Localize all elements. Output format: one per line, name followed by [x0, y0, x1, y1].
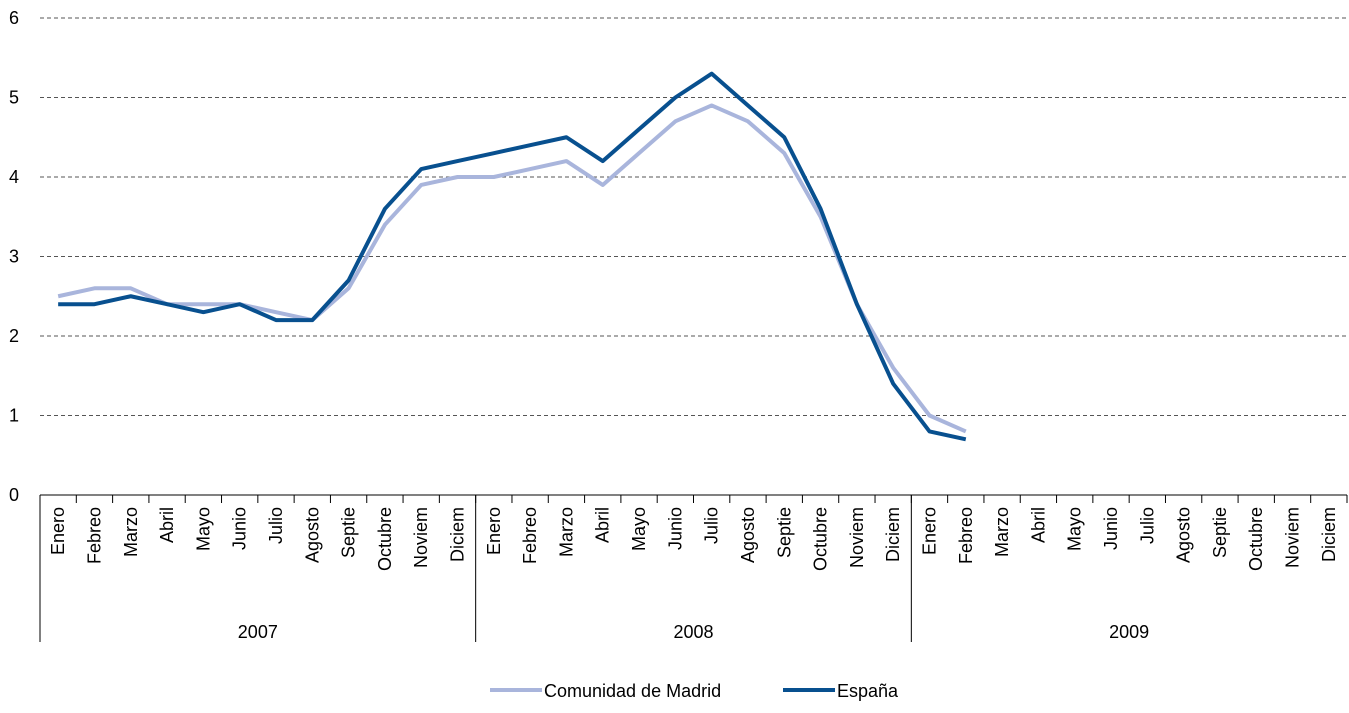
series-line [57, 103, 967, 434]
x-tick-label: Abril [157, 507, 177, 543]
x-tick-label: Septie [339, 507, 359, 558]
x-tick-label: Febreo [84, 507, 104, 564]
legend-label: España [837, 681, 899, 701]
x-tick-label: Noviem [1283, 507, 1303, 568]
x-tick-label: Enero [48, 507, 68, 555]
y-tick-label: 4 [9, 167, 19, 187]
x-tick-label: Septie [774, 507, 794, 558]
y-tick-label: 2 [9, 326, 19, 346]
y-tick-label: 3 [9, 247, 19, 267]
x-tick-label: Febreo [520, 507, 540, 564]
group-label: 2009 [1109, 622, 1149, 642]
group-label: 2008 [673, 622, 713, 642]
x-tick-label: Enero [484, 507, 504, 555]
x-tick-label: Agosto [302, 507, 322, 563]
x-tick-label: Octubre [1246, 507, 1266, 571]
x-tick-label: Febreo [956, 507, 976, 564]
x-tick-label: Mayo [193, 507, 213, 551]
x-tick-label: Julio [266, 507, 286, 544]
y-tick-label: 6 [9, 8, 19, 28]
x-tick-label: Noviem [847, 507, 867, 568]
x-tick-label: Abril [1028, 507, 1048, 543]
x-tick-label: Junio [665, 507, 685, 550]
x-tick-label: Diciem [1319, 507, 1339, 562]
x-tick-label: Octubre [811, 507, 831, 571]
x-tick-label: Mayo [1065, 507, 1085, 551]
x-tick-label: Junio [1101, 507, 1121, 550]
x-tick-label: Diciem [883, 507, 903, 562]
y-tick-label: 5 [9, 88, 19, 108]
group-label: 2007 [238, 622, 278, 642]
x-tick-label: Marzo [992, 507, 1012, 557]
series-line [58, 71, 967, 442]
x-tick-label: Marzo [121, 507, 141, 557]
x-tick-label: Enero [919, 507, 939, 555]
legend-label: Comunidad de Madrid [544, 681, 721, 701]
y-tick-label: 1 [9, 406, 19, 426]
x-tick-label: Noviem [411, 507, 431, 568]
x-tick-label: Agosto [738, 507, 758, 563]
x-tick-label: Diciem [448, 507, 468, 562]
y-tick-label: 0 [9, 485, 19, 505]
x-tick-label: Julio [1137, 507, 1157, 544]
x-tick-label: Julio [702, 507, 722, 544]
x-tick-label: Marzo [556, 507, 576, 557]
x-tick-label: Mayo [629, 507, 649, 551]
x-tick-label: Octubre [375, 507, 395, 571]
x-tick-label: Agosto [1174, 507, 1194, 563]
x-tick-label: Septie [1210, 507, 1230, 558]
x-tick-label: Junio [230, 507, 250, 550]
x-tick-label: Abril [593, 507, 613, 543]
